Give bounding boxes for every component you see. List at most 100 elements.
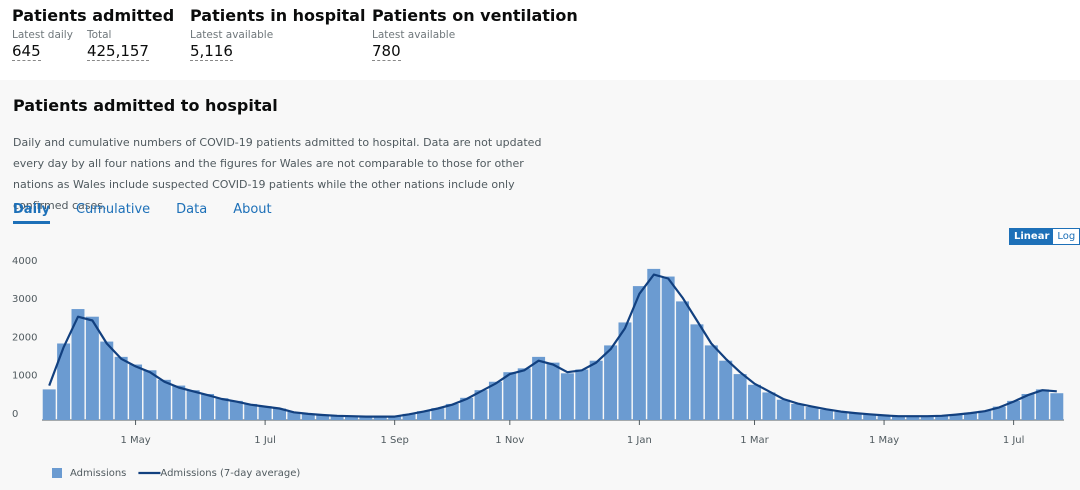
bar — [704, 345, 718, 420]
headline: Patients in hospital Latest available 5,11… — [190, 6, 365, 61]
legend-label: Admissions (7-day average) — [160, 468, 300, 479]
bar — [373, 416, 387, 420]
tab[interactable]: Daily — [13, 202, 50, 224]
bar — [546, 362, 560, 420]
bar — [604, 345, 618, 420]
card-description: Daily and cumulative numbers of COVID-19… — [13, 136, 542, 212]
y-tick-label: 2000 — [12, 332, 37, 343]
bar — [891, 416, 905, 420]
stat-label: Latest daily — [12, 29, 73, 41]
headline-title: Patients admitted — [12, 6, 175, 25]
bar — [474, 390, 488, 420]
bar — [172, 385, 186, 420]
bar — [186, 390, 200, 420]
bar — [848, 413, 862, 420]
y-tick-label: 3000 — [12, 294, 37, 305]
x-tick-label: 1 Sep — [380, 435, 408, 446]
bar — [820, 409, 833, 420]
bar — [791, 403, 805, 420]
bar — [359, 416, 373, 420]
bar — [215, 398, 229, 420]
stat-label: Latest available — [372, 29, 456, 41]
bar — [244, 403, 258, 420]
bar — [575, 369, 589, 420]
bar — [85, 316, 99, 420]
legend-swatch — [52, 468, 62, 478]
bar — [906, 416, 920, 420]
bar — [632, 286, 646, 420]
bar — [1007, 400, 1021, 420]
bar — [57, 343, 71, 420]
bar — [618, 322, 632, 420]
headline-stat: Total 425,157 — [86, 29, 149, 61]
bar — [647, 268, 661, 420]
tab[interactable]: Data — [176, 202, 208, 217]
headline-stat: Latest available 5,116 — [190, 29, 273, 61]
bar — [517, 368, 531, 420]
headline-title: Patients in hospital — [190, 6, 366, 25]
scale-toggle: Linear Log — [1009, 228, 1080, 245]
stat-label: Latest available — [190, 29, 274, 41]
bar — [402, 413, 416, 420]
bar — [301, 413, 315, 420]
bar — [690, 324, 704, 420]
bar — [503, 372, 517, 420]
bar — [129, 364, 143, 420]
bar — [488, 381, 502, 420]
x-tick-label: 1 Jul — [1003, 435, 1025, 446]
x-tick-label: 1 May — [120, 435, 150, 446]
bar — [589, 360, 603, 420]
bar — [287, 411, 301, 420]
bar — [676, 301, 690, 420]
bar — [157, 379, 171, 420]
bar — [949, 414, 963, 420]
bar — [316, 414, 330, 420]
scale-option[interactable]: Log — [1053, 229, 1080, 244]
bar — [388, 416, 402, 420]
headline-stat: Latest available 780 — [372, 29, 455, 61]
bar — [229, 400, 243, 420]
x-tick-label: 1 Nov — [495, 435, 524, 446]
bar — [532, 356, 546, 420]
bar — [1035, 389, 1049, 420]
headline: Patients admitted Latest daily 645 Total 425… — [12, 6, 174, 61]
y-tick-label: 1000 — [12, 371, 37, 382]
legend-label: Admissions — [70, 468, 126, 479]
bar — [978, 410, 992, 420]
stat-label: Total — [86, 29, 112, 41]
bar — [920, 416, 934, 420]
bar — [834, 411, 848, 420]
stat-value: 425,157 — [86, 42, 149, 61]
headline: Patients on ventilation Latest available 7… — [372, 6, 578, 61]
tab[interactable]: Cumulative — [75, 202, 151, 217]
bar — [416, 411, 430, 420]
bar — [445, 403, 459, 420]
card-title: Patients admitted to hospital — [13, 96, 278, 115]
stat-value: 5,116 — [190, 42, 233, 61]
headline-stat: Latest daily 645 — [12, 29, 73, 61]
bar — [431, 408, 445, 420]
bar — [719, 360, 733, 420]
bar — [201, 393, 215, 420]
bar — [71, 309, 85, 420]
bar — [877, 415, 891, 420]
bar — [992, 406, 1006, 420]
bar — [560, 373, 574, 420]
average-line — [48, 273, 1057, 418]
tabs: Daily Cumulative Data About — [13, 202, 298, 224]
x-tick-label: 1 Mar — [740, 435, 769, 446]
bar — [762, 392, 776, 420]
headline-bar — [0, 0, 1080, 80]
bar — [935, 415, 949, 420]
scale-option[interactable]: Linear — [1010, 229, 1054, 244]
bar — [1050, 393, 1064, 420]
bar — [1021, 393, 1035, 420]
bar — [661, 276, 675, 420]
bar — [42, 389, 56, 420]
x-tick-label: 1 May — [869, 435, 899, 446]
x-tick-label: 1 Jan — [627, 435, 652, 446]
bar — [863, 414, 877, 420]
chart: 0 1000 2000 3000 4000 1 May 1 Jul 1 Sep 1 Nov 1 J… — [12, 256, 1064, 479]
tab[interactable]: About — [233, 202, 272, 217]
bar — [258, 406, 272, 420]
